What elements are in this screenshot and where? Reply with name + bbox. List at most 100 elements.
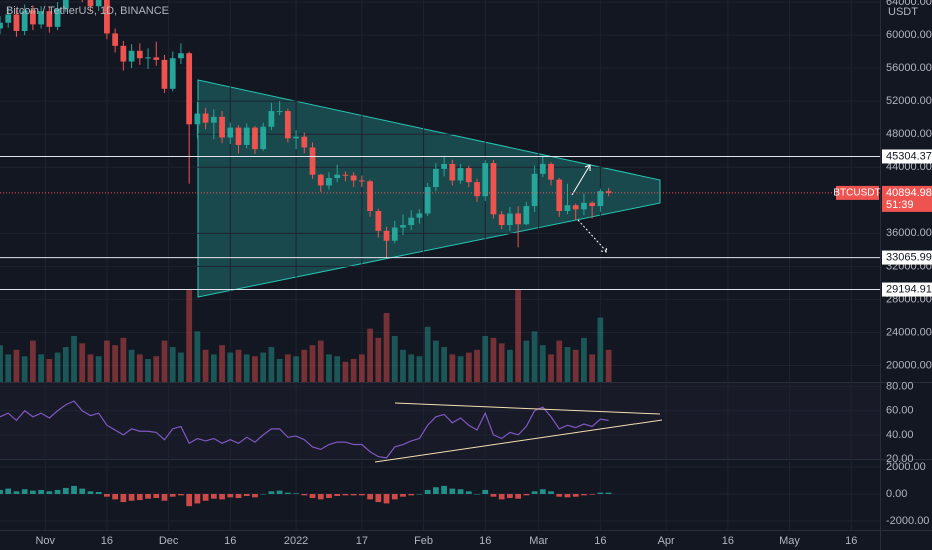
volume-bar — [260, 352, 267, 382]
candle-body — [605, 191, 612, 193]
volume-bar — [5, 354, 12, 382]
volume-bar — [449, 354, 456, 382]
macd-bar — [383, 493, 390, 504]
candle-body — [186, 53, 193, 125]
candle-body — [21, 10, 28, 31]
candle-body — [367, 181, 373, 212]
countdown-label: 51:39 — [886, 199, 914, 211]
macd-bar — [268, 491, 275, 494]
macd-bar — [227, 493, 234, 498]
volume-bar — [581, 337, 587, 382]
candle-body — [293, 136, 299, 139]
level-tag — [882, 282, 932, 297]
macd-bar — [589, 493, 596, 495]
y-tick-label: 48000.00 — [886, 128, 932, 140]
candle-body — [424, 187, 431, 214]
macd-bar — [194, 493, 201, 504]
macd-bar — [317, 493, 324, 500]
volume-bar — [104, 340, 110, 382]
volume-bar — [457, 356, 464, 382]
macd-bar — [13, 491, 20, 494]
macd-bar — [0, 489, 3, 494]
macd-bar — [342, 493, 349, 496]
y-tick-label: 0.00 — [886, 488, 907, 500]
macd-bar — [375, 493, 382, 503]
volume-bar — [391, 336, 398, 382]
macd-bar — [21, 489, 28, 494]
volume-bar — [301, 349, 308, 382]
volume-bar — [219, 345, 225, 382]
macd-bar — [235, 493, 242, 499]
volume-bar — [342, 361, 349, 382]
volume-bar — [13, 349, 20, 382]
macd-bar — [465, 491, 472, 494]
volume-bar — [433, 340, 439, 382]
volume-bar — [507, 349, 513, 382]
volume-bar — [120, 337, 127, 382]
level-tag — [882, 149, 932, 164]
chart-title: Bitcoin / TetherUS, 1D, BINANCE — [6, 5, 169, 17]
candle-body — [210, 116, 217, 123]
volume-bar — [358, 354, 365, 382]
volume-bar — [597, 317, 604, 382]
currency-label: USDT — [888, 6, 918, 18]
candle-body — [457, 168, 464, 181]
volume-bar — [71, 336, 77, 382]
macd-bar — [219, 493, 225, 500]
candle-body — [597, 191, 604, 207]
macd-bar — [5, 488, 12, 494]
volume-bar — [79, 343, 86, 382]
volume-bar — [564, 347, 571, 382]
volume-bar — [21, 356, 28, 382]
macd-bar — [202, 493, 209, 501]
candle-body — [449, 163, 456, 181]
candle-body — [227, 127, 234, 138]
volume-bar — [276, 359, 283, 382]
y-tick-label: 40.00 — [886, 429, 914, 441]
macd-bar — [539, 489, 546, 494]
macd-bar — [367, 493, 373, 500]
candle-body — [589, 202, 596, 207]
volume-bar — [490, 337, 497, 382]
macd-bar — [71, 485, 77, 494]
candle-body — [498, 214, 505, 226]
volume-bar — [400, 349, 406, 382]
candle-body — [383, 230, 390, 241]
candle-body — [276, 111, 283, 113]
macd-bar — [293, 493, 299, 494]
x-tick-label: May — [779, 535, 800, 547]
candle-body — [572, 205, 579, 210]
macd-bar — [400, 493, 406, 497]
macd-bar — [46, 491, 53, 494]
volume-bar — [178, 352, 184, 382]
macd-bar — [334, 493, 341, 497]
candle-body — [30, 10, 36, 25]
candle-body — [490, 163, 497, 215]
volume-bar — [498, 343, 505, 382]
x-tick-label: Feb — [414, 535, 433, 547]
volume-bar — [30, 340, 36, 382]
candle-body — [334, 174, 341, 178]
candle-body — [342, 174, 349, 176]
macd-bar — [408, 493, 415, 496]
level-label: 33065.99 — [886, 251, 932, 263]
macd-bar — [581, 493, 587, 496]
candle-body — [54, 8, 61, 27]
candle-body — [400, 225, 406, 228]
candle-body — [416, 213, 423, 218]
volume-bar — [334, 356, 341, 382]
y-tick-label: 80.00 — [886, 381, 914, 393]
volume-bar — [531, 331, 538, 382]
macd-bar — [79, 488, 86, 494]
candle-body — [252, 127, 258, 150]
volume-bar — [515, 290, 522, 382]
candle-body — [194, 113, 201, 125]
volume-bar — [186, 290, 193, 382]
macd-bar — [161, 493, 168, 501]
candle-body — [87, 0, 94, 7]
last-price-label: 40894.98 — [886, 187, 932, 199]
macd-bar — [482, 489, 489, 494]
volume-bar — [539, 345, 546, 382]
macd-bar — [424, 489, 431, 494]
